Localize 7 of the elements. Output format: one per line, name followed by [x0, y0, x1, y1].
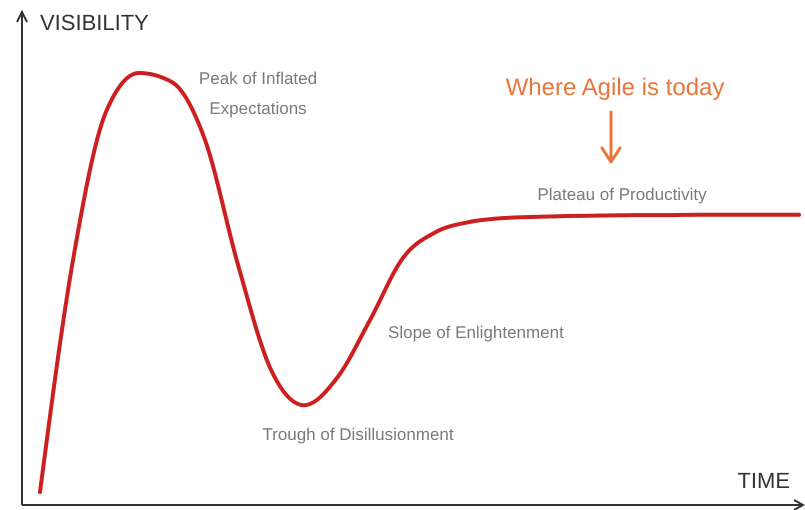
- y-axis-title: VISIBILITY: [40, 10, 150, 35]
- x-axis-title: TIME: [737, 468, 790, 493]
- annotation: Peak of Inflated Expectations: [198, 69, 318, 118]
- annotation: Trough of Disillusionment: [262, 425, 454, 444]
- annotation: Where Agile is today: [506, 74, 724, 101]
- annotation: Slope of Enlightenment: [388, 323, 564, 342]
- annotation: Plateau of Productivity: [537, 185, 708, 204]
